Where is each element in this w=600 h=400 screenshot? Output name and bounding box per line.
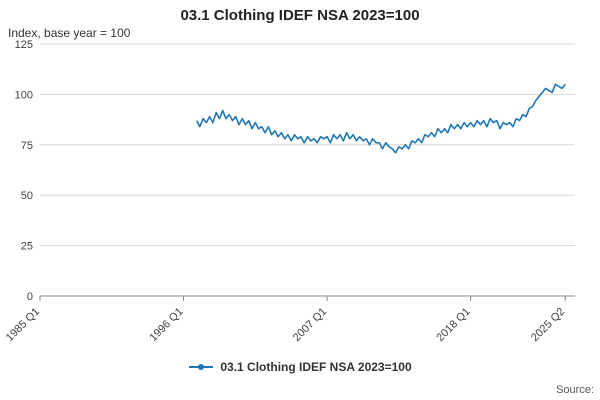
x-tick-label: 2018 Q1 bbox=[434, 306, 472, 344]
chart-legend: 03.1 Clothing IDEF NSA 2023=100 bbox=[0, 360, 600, 374]
y-axis-unit-label: Index, base year = 100 bbox=[8, 26, 131, 40]
line-chart: 0 25 50 75 100 125 1985 Q1 1996 Q1 2007 Q1 2018 Q… bbox=[4, 39, 575, 344]
y-tick-label: 0 bbox=[27, 291, 33, 303]
x-tick-label: 1996 Q1 bbox=[147, 306, 185, 344]
y-tick-label: 100 bbox=[15, 89, 33, 101]
y-tick-label: 125 bbox=[15, 39, 33, 51]
x-tick-label: 1985 Q1 bbox=[4, 306, 42, 344]
series-line bbox=[195, 83, 566, 154]
legend-line-icon bbox=[189, 364, 214, 370]
x-tick-label: 2025 Q2 bbox=[529, 306, 567, 344]
y-tick-label: 75 bbox=[21, 140, 33, 152]
x-tick-label: 2007 Q1 bbox=[291, 306, 329, 344]
legend-label: 03.1 Clothing IDEF NSA 2023=100 bbox=[220, 360, 412, 374]
y-tick-label: 50 bbox=[21, 190, 33, 202]
page-title: 03.1 Clothing IDEF NSA 2023=100 bbox=[180, 7, 420, 24]
source-label: Source: bbox=[556, 384, 594, 396]
y-tick-label: 25 bbox=[21, 241, 33, 253]
